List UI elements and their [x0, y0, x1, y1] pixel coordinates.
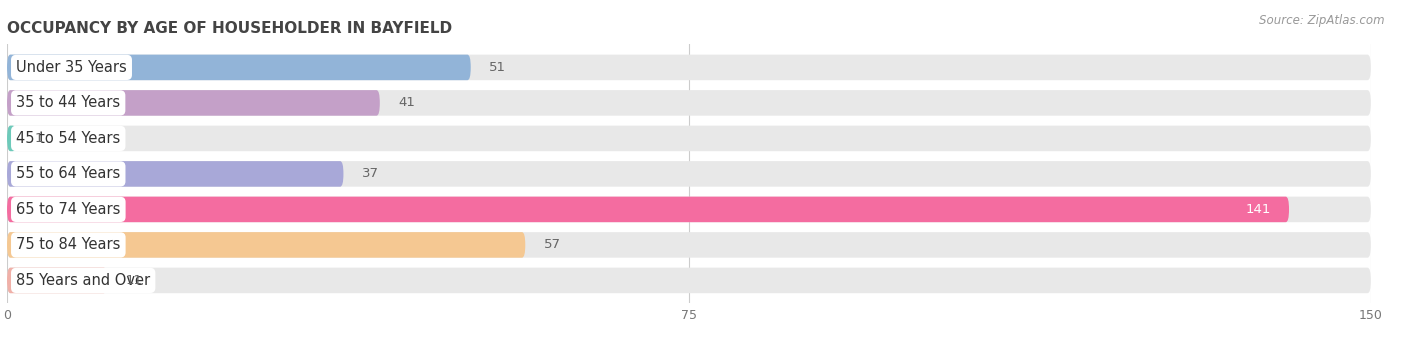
FancyBboxPatch shape: [7, 90, 380, 116]
Text: 41: 41: [398, 97, 415, 109]
FancyBboxPatch shape: [7, 55, 1371, 80]
FancyBboxPatch shape: [7, 161, 343, 187]
Text: 35 to 44 Years: 35 to 44 Years: [15, 95, 121, 110]
FancyBboxPatch shape: [7, 161, 1371, 187]
FancyBboxPatch shape: [7, 55, 471, 80]
Text: 51: 51: [489, 61, 506, 74]
FancyBboxPatch shape: [7, 197, 1371, 222]
Text: Under 35 Years: Under 35 Years: [15, 60, 127, 75]
FancyBboxPatch shape: [7, 268, 107, 293]
Text: 37: 37: [361, 167, 378, 180]
Text: 57: 57: [544, 238, 561, 251]
Text: 85 Years and Over: 85 Years and Over: [15, 273, 150, 288]
FancyBboxPatch shape: [7, 197, 1289, 222]
FancyBboxPatch shape: [7, 268, 1371, 293]
Text: 1: 1: [34, 132, 42, 145]
Text: 55 to 64 Years: 55 to 64 Years: [15, 166, 121, 181]
Text: 75 to 84 Years: 75 to 84 Years: [15, 237, 121, 252]
FancyBboxPatch shape: [7, 232, 1371, 258]
FancyBboxPatch shape: [7, 90, 1371, 116]
Text: 141: 141: [1246, 203, 1271, 216]
Text: 65 to 74 Years: 65 to 74 Years: [15, 202, 121, 217]
FancyBboxPatch shape: [7, 232, 526, 258]
FancyBboxPatch shape: [7, 125, 15, 151]
FancyBboxPatch shape: [7, 125, 1371, 151]
Text: 11: 11: [125, 274, 142, 287]
Text: Source: ZipAtlas.com: Source: ZipAtlas.com: [1260, 14, 1385, 27]
Text: OCCUPANCY BY AGE OF HOUSEHOLDER IN BAYFIELD: OCCUPANCY BY AGE OF HOUSEHOLDER IN BAYFI…: [7, 21, 453, 36]
Text: 45 to 54 Years: 45 to 54 Years: [15, 131, 121, 146]
